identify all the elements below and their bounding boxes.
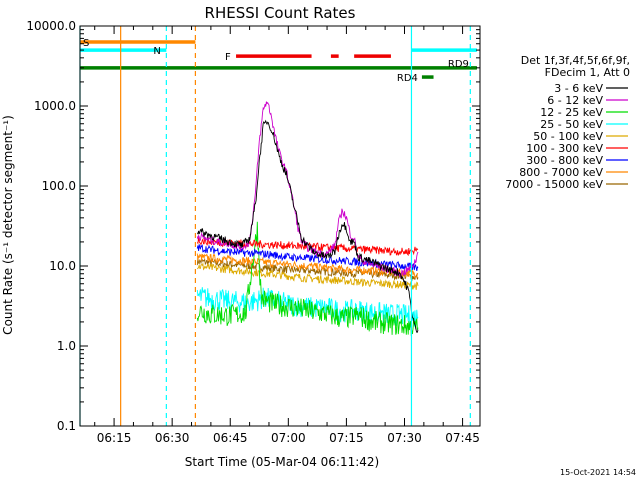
series-line [196,253,419,279]
y-tick-label: 0.1 [57,419,76,433]
vertical-lines [79,26,471,426]
flag-label: F [225,52,231,63]
series-line [196,262,419,290]
legend-label: 25 - 50 keV [540,118,603,131]
y-tick-label: 10.0 [49,259,76,273]
y-tick-label: 1.0 [57,339,76,353]
x-tick-label: 06:30 [155,431,190,445]
legend-label: 100 - 300 keV [526,142,603,155]
plot-frame [79,25,481,427]
y-axis: 0.1 1.0 10.0 100.0 1000.0 10000.0 [26,19,480,433]
legend-label: 12 - 25 keV [540,106,603,119]
x-tick-label: 07:00 [271,431,306,445]
footer-timestamp: 15-Oct-2021 14:54 [560,468,636,477]
flag-label: S [83,38,89,49]
flag-label: N [153,46,160,57]
x-axis-label: Start Time (05-Mar-04 06:11:42) [185,455,379,469]
legend-label: 7000 - 15000 keV [505,178,603,191]
y-tick-label: 100.0 [42,179,76,193]
x-axis: 06:15 06:30 06:45 07:00 07:15 07:30 07:45 [94,26,480,445]
x-tick-label: 06:45 [213,431,248,445]
x-tick-label: 07:45 [445,431,480,445]
x-tick-label: 07:30 [387,431,422,445]
y-tick-label: 1000.0 [34,99,76,113]
legend-label: 800 - 7000 keV [519,166,603,179]
flag-label: RD4 [397,73,418,84]
flag-label: RD9 [448,59,469,70]
series-line [196,244,419,271]
series-line [196,119,419,333]
chart-title: RHESSI Count Rates [205,4,356,22]
legend-header: FDecim 1, Att 0 [545,66,630,79]
series-lines [196,101,419,337]
legend-label: 300 - 800 keV [526,154,603,167]
legend-label: 3 - 6 keV [554,82,603,95]
x-tick-label: 06:15 [97,431,132,445]
series-line [196,221,419,337]
series-line [196,236,419,257]
y-tick-label: 10000.0 [26,19,76,33]
legend-label: 6 - 12 keV [547,94,603,107]
legend-header: Det 1f,3f,4f,5f,6f,9f, [521,54,630,67]
x-tick-label: 07:15 [329,431,364,445]
y-axis-label: Count Rate (s⁻¹ detector segment⁻¹) [1,115,15,335]
marker-bars: S N F RD9 RD4 [80,38,477,84]
legend-label: 50 - 100 keV [533,130,603,143]
legend: Det 1f,3f,4f,5f,6f,9f,FDecim 1, Att 0 3 -… [505,54,630,191]
